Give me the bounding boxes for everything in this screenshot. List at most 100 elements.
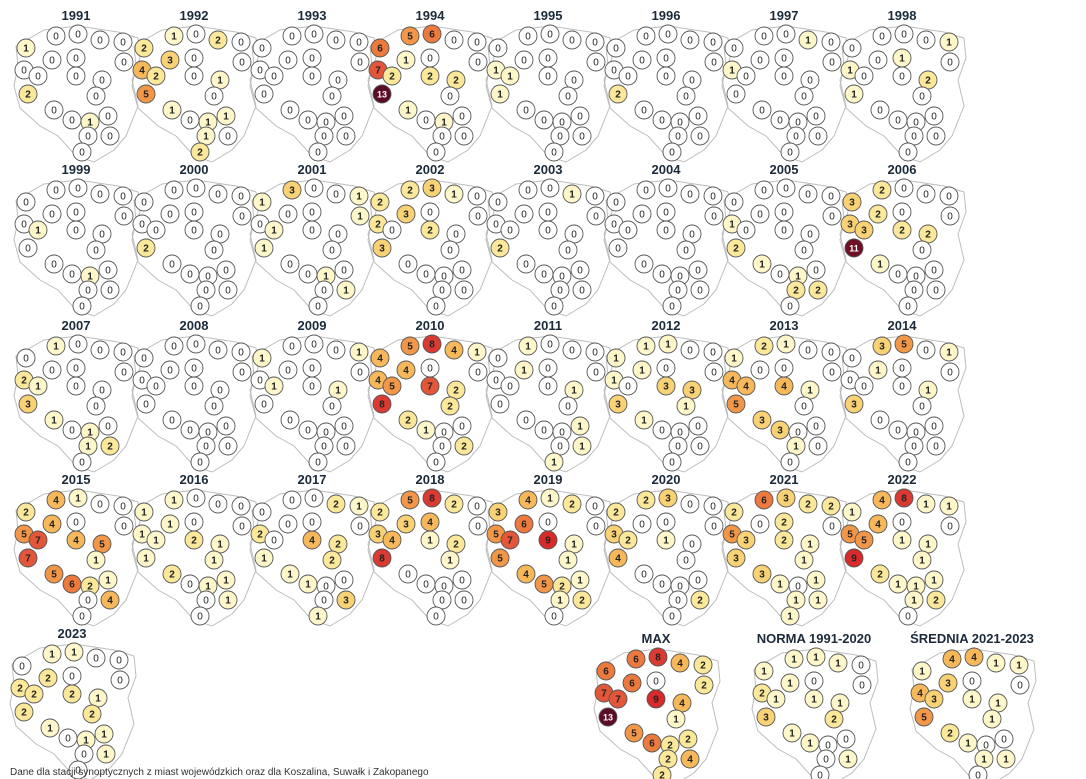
marker-suwałki: 1 <box>939 496 959 516</box>
marker-circle <box>28 66 48 86</box>
marker-value: 0 <box>75 766 81 777</box>
marker-zielona-góra: 2 <box>726 238 746 258</box>
marker-rzeszów: 0 <box>668 436 688 456</box>
marker-value: 0 <box>97 36 103 47</box>
marker-lublin: 0 <box>558 240 578 260</box>
marker-value: 7 <box>427 382 433 393</box>
marker-circle <box>851 655 871 675</box>
marker-value: 0 <box>901 30 907 41</box>
marker-circle <box>774 220 794 240</box>
marker-zakopane: 0 <box>190 296 210 316</box>
marker-lublin: 2 <box>322 550 342 570</box>
marker-value: 1 <box>777 580 783 591</box>
marker-value: 5 <box>407 32 413 43</box>
marker-szczecin: 6 <box>370 38 390 58</box>
marker-zielona-góra: 0 <box>136 394 156 414</box>
marker-value: 0 <box>675 442 681 453</box>
marker-circle <box>398 410 418 430</box>
marker-circle <box>488 192 508 212</box>
marker-circle <box>636 336 656 356</box>
marker-value: 3 <box>689 386 695 397</box>
marker-value: 0 <box>239 58 245 69</box>
marker-circle <box>606 502 626 522</box>
marker-value: 3 <box>759 570 765 581</box>
marker-warszawa: 2 <box>774 530 794 550</box>
marker-circle <box>426 452 446 472</box>
marker-value: 0 <box>711 212 717 223</box>
marker-value: 3 <box>615 400 621 411</box>
marker-zakopane: 0 <box>72 296 92 316</box>
marker-szczecin: 0 <box>12 656 32 676</box>
marker-value: 0 <box>121 212 127 223</box>
marker-circle <box>636 180 656 200</box>
marker-łódź: 0 <box>564 224 584 244</box>
marker-szczecin: 0 <box>842 38 862 58</box>
marker-circle <box>440 240 460 260</box>
marker-circle <box>398 254 418 274</box>
marker-circle <box>776 24 796 44</box>
marker-value: 0 <box>711 58 717 69</box>
marker-szczecin: 6 <box>596 661 616 681</box>
marker-value: 0 <box>49 210 55 221</box>
marker-value: 1 <box>441 118 447 129</box>
marker-circle <box>622 673 642 693</box>
marker-circle <box>66 530 86 550</box>
marker-białystok: 0 <box>350 516 370 536</box>
marker-circle <box>114 516 134 536</box>
marker-value: 0 <box>565 246 571 257</box>
marker-value: 1 <box>497 90 503 101</box>
marker-olsztyn: 0 <box>916 184 936 204</box>
marker-circle <box>42 50 62 70</box>
marker-poznań: 4 <box>382 530 402 550</box>
marker-lublin: 0 <box>204 86 224 106</box>
marker-koszalin: 0 <box>46 26 66 46</box>
marker-circle <box>940 362 960 382</box>
marker-value: 0 <box>167 366 173 377</box>
marker-olsztyn: 0 <box>798 340 818 360</box>
marker-value: 5 <box>407 342 413 353</box>
marker-circle <box>94 724 114 744</box>
marker-rzeszów: 0 <box>550 280 570 300</box>
marker-value: 0 <box>441 582 447 593</box>
marker-katowice: 0 <box>452 416 472 436</box>
marker-circle <box>704 206 724 226</box>
marker-kielce: 0 <box>62 110 82 130</box>
marker-circle <box>596 661 616 681</box>
marker-circle <box>382 530 402 550</box>
marker-value: 0 <box>51 260 57 271</box>
marker-value: 0 <box>639 56 645 67</box>
marker-poznań: 0 <box>382 220 402 240</box>
marker-gdańsk: 1 <box>776 334 796 354</box>
marker-value: 0 <box>93 654 99 665</box>
marker-value: 0 <box>107 286 113 297</box>
marker-poznań: 2 <box>618 530 638 550</box>
marker-circle <box>218 436 238 456</box>
marker-wrocław: 2 <box>870 564 890 584</box>
marker-value: 3 <box>879 342 885 353</box>
marker-value: 0 <box>545 364 551 375</box>
marker-lublin: 0 <box>794 240 814 260</box>
marker-value: 3 <box>665 494 671 505</box>
marker-zakopane: 0 <box>308 296 328 316</box>
marker-circle <box>658 24 678 44</box>
map-outline <box>13 335 141 473</box>
marker-circle <box>821 342 841 362</box>
marker-circle <box>806 416 826 436</box>
marker-circle <box>500 376 520 396</box>
marker-lublin: 1 <box>912 550 932 570</box>
marker-value: 4 <box>451 346 457 357</box>
marker-poznań: 5 <box>854 530 874 550</box>
marker-toruń: 0 <box>892 202 912 222</box>
marker-circle <box>400 490 420 510</box>
marker-wrocław: 1 <box>44 410 64 430</box>
marker-koszalin: 0 <box>518 26 538 46</box>
marker-circle <box>634 564 654 584</box>
marker-zakopane: 0 <box>72 452 92 472</box>
marker-suwałki: 0 <box>703 186 723 206</box>
marker-rzeszów: 0 <box>314 280 334 300</box>
marker-warszawa: 0 <box>66 376 86 396</box>
marker-circle <box>114 362 134 382</box>
marker-circle <box>694 675 714 695</box>
marker-circle <box>794 550 814 570</box>
